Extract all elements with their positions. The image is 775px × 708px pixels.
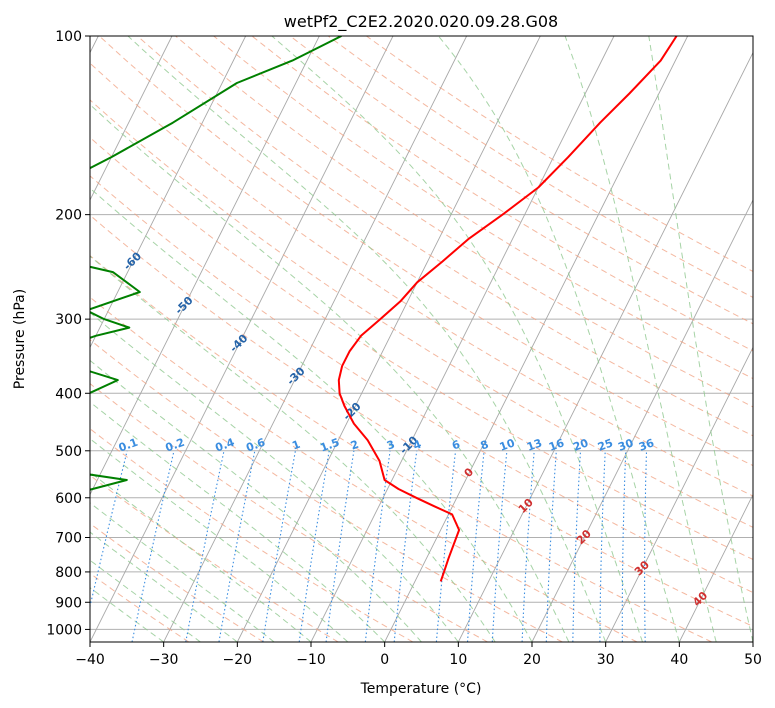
mixing-ratio-label: 30 [616,436,635,454]
dry-adiabat-line [90,214,753,627]
dry-adiabat-line [251,36,753,352]
mixing-ratio-label: 25 [596,436,615,453]
temperature-profile-line [337,36,678,582]
mixing-ratio-label: 1 [290,438,302,453]
dry-adiabat-line [90,339,563,642]
mixing-ratio-label: 3 [385,438,397,453]
y-tick-label: 800 [55,565,82,581]
mixing-ratio-label: 6 [450,438,462,453]
y-tick-label: 700 [55,531,82,547]
x-tick-label: −10 [296,652,326,668]
isotherm-line [678,493,753,642]
mixing-ratio-label: 13 [525,436,544,453]
mixing-ratio-label: 10 [498,436,517,454]
mixing-ratio-label: 8 [479,438,491,453]
moist-adiabat-line [90,587,164,642]
mixing-ratio-label: 1.5 [318,436,341,455]
mixing-ratio-line [491,450,508,642]
y-tick-label: 200 [55,208,82,224]
moist-adiabat-line [90,559,201,642]
moist-adiabat-line [90,187,533,642]
x-tick-label: 30 [597,652,615,668]
y-tick-label: 1000 [46,622,82,638]
moist-adiabat-line [90,531,238,642]
y-tick-label: 400 [55,386,82,402]
dry-adiabat-line [90,62,753,497]
dry-adiabat-line [90,383,488,642]
x-tick-label: −20 [223,652,253,668]
moist-adiabat-line [127,36,607,642]
x-tick-label: 20 [523,652,541,668]
mixing-ratio-label: 36 [637,436,656,454]
dry-adiabat-line [90,136,753,561]
dry-adiabat-line [90,99,753,528]
y-tick-label: 500 [55,444,82,460]
mixing-ratio-line [364,450,391,642]
mixing-ratio-line [131,450,175,642]
x-axis: −40 −30 −20 −10 0 10 20 30 40 50 [75,642,762,668]
y-axis: 100 200 300 400 500 600 700 800 900 1000 [46,29,90,638]
dry-adiabat-line [213,36,753,380]
mixing-ratio-label: 0.4 [214,436,237,455]
mixing-ratio-label: 16 [547,436,566,454]
isotherm-line [90,36,247,349]
mixing-ratio-line [325,450,355,642]
dry-adiabat-line [90,255,712,642]
mixing-ratio-line [90,450,128,609]
y-axis-label: Pressure (hPa) [12,289,28,389]
x-tick-label: 10 [449,652,467,668]
moist-adiabat-line [564,36,717,642]
moist-adiabat-line [90,401,386,642]
x-axis-label: Temperature (°C) [360,681,482,697]
moist-adiabat-line [90,471,312,642]
y-tick-label: 900 [55,595,82,611]
moist-adiabat-line [90,255,496,642]
dewpoint-profile-line [90,36,342,491]
isotherm-line [531,198,753,642]
x-tick-label: −30 [149,652,179,668]
isotherm-line [90,36,394,642]
chart-title: wetPf2_C2E2.2020.020.09.28.G08 [284,12,558,32]
moist-adiabat-line [90,438,349,642]
isotherm-line [605,346,753,642]
isotherm-line [90,36,320,496]
x-tick-label: 50 [744,652,762,668]
mixing-ratio-label: 2 [349,438,361,453]
mixing-ratio-line [521,450,535,642]
moist-adiabat-line [648,36,753,642]
x-tick-label: 40 [670,652,688,668]
moist-adiabat-line [271,36,643,642]
mixing-ratio-label: 0.1 [117,436,140,455]
isotherm-line [90,36,173,202]
moist-adiabat-line [90,359,422,642]
isotherm-line [163,36,468,642]
y-tick-label: 100 [55,29,82,45]
profile-series [90,36,678,582]
moist-adiabat-line [90,311,459,642]
mixing-ratio-label: 4 [411,438,423,453]
mixing-ratio-label: 20 [571,436,590,454]
mixing-ratio-label: 0.2 [164,436,187,455]
moist-adiabat-line [438,36,680,642]
dry-adiabat-line [90,175,753,594]
plot-frame [89,35,754,643]
x-tick-label: 0 [380,652,389,668]
isotherm-line [457,51,753,642]
isotherm-line [236,36,541,642]
dry-adiabat-line [90,474,339,642]
x-tick-label: −40 [75,652,105,668]
y-tick-label: 300 [55,312,82,328]
mixing-ratio-label: 0.6 [244,436,267,455]
dry-adiabat-line [90,296,638,642]
y-tick-label: 600 [55,491,82,507]
mixing-ratio-line [466,450,485,642]
isotherm-line [384,36,689,642]
mixing-ratio-line [435,450,457,642]
mixing-ratio-line [545,450,557,642]
dry-adiabat-line [90,572,190,642]
